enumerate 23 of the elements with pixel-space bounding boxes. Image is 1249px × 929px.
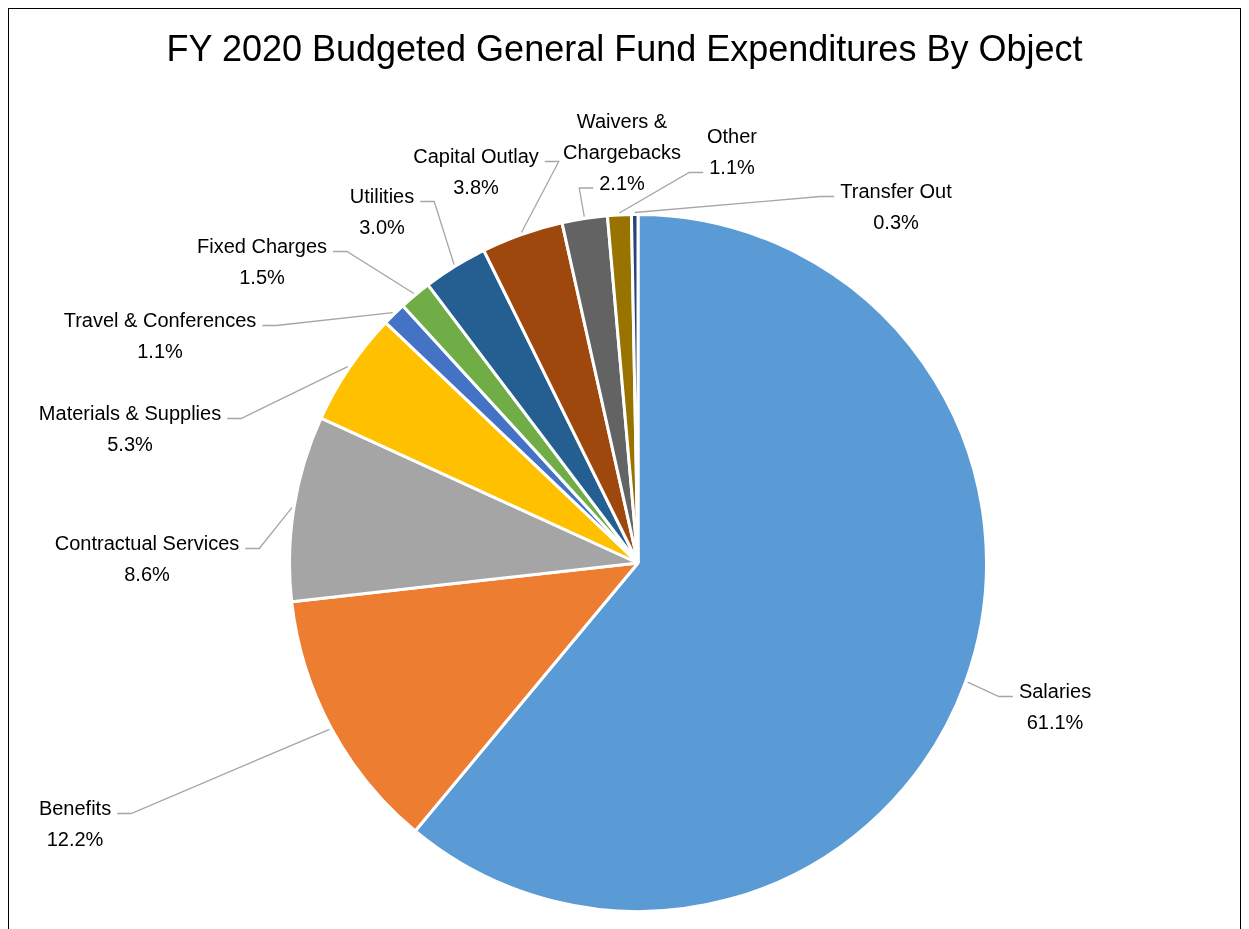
data-label: 0.3% — [873, 211, 920, 234]
data-label: 61.1% — [1026, 711, 1084, 734]
slice-label: Capital Outlay — [413, 145, 539, 168]
slice-label: Salaries — [1018, 680, 1092, 703]
slice-label: Other — [706, 125, 758, 148]
data-label: 2.1% — [599, 171, 646, 194]
slice-label: Materials & Supplies — [38, 402, 222, 425]
data-label: 12.2% — [46, 828, 104, 851]
data-label: 3.0% — [359, 216, 406, 239]
slice-label: Waivers & Chargebacks — [563, 109, 681, 163]
data-label: 5.3% — [107, 433, 154, 456]
slice-label: Benefits — [38, 797, 112, 820]
data-label: 1.5% — [239, 266, 286, 289]
data-label: 1.1% — [709, 156, 756, 179]
slice-label: Travel & Conferences — [63, 309, 257, 332]
slice-label: Utilities — [349, 185, 415, 208]
slice-label: Contractual Services — [54, 532, 240, 555]
slice-label: Transfer Out — [840, 180, 953, 203]
data-label: 3.8% — [453, 176, 500, 199]
data-label: 8.6% — [124, 563, 171, 586]
data-label: 1.1% — [137, 340, 184, 363]
chart-title: FY 2020 Budgeted General Fund Expenditures By Object — [165, 28, 1084, 70]
slice-label: Fixed Charges — [196, 235, 328, 258]
